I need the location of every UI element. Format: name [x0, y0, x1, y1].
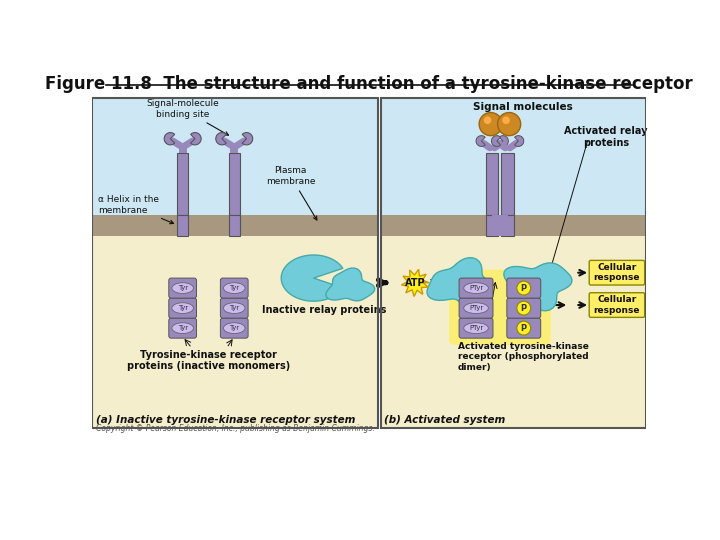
FancyBboxPatch shape — [168, 318, 197, 338]
Ellipse shape — [464, 303, 488, 314]
Bar — [92, 98, 378, 215]
Bar — [177, 153, 188, 215]
Circle shape — [517, 281, 531, 295]
Wedge shape — [191, 132, 201, 145]
FancyBboxPatch shape — [168, 298, 197, 318]
FancyBboxPatch shape — [459, 298, 493, 318]
Circle shape — [498, 112, 521, 136]
Circle shape — [503, 117, 510, 124]
Bar — [486, 153, 498, 215]
Bar — [492, 215, 508, 236]
Wedge shape — [492, 136, 500, 146]
Ellipse shape — [223, 283, 245, 294]
FancyArrowPatch shape — [237, 141, 244, 146]
Bar — [177, 215, 188, 236]
Text: ATP: ATP — [405, 278, 426, 288]
Text: Tyr: Tyr — [229, 285, 239, 291]
Text: ADP: ADP — [441, 273, 459, 282]
FancyArrowPatch shape — [495, 144, 500, 148]
Circle shape — [484, 117, 492, 124]
Text: Inactive relay proteins: Inactive relay proteins — [262, 305, 387, 315]
Text: Signal molecules: Signal molecules — [473, 102, 573, 112]
Text: Tyr: Tyr — [178, 305, 188, 311]
Ellipse shape — [464, 283, 488, 294]
FancyBboxPatch shape — [589, 293, 644, 318]
Wedge shape — [242, 132, 253, 145]
Text: Plasma
membrane: Plasma membrane — [266, 166, 317, 220]
Wedge shape — [476, 136, 485, 146]
Wedge shape — [499, 136, 508, 146]
Bar — [229, 153, 240, 215]
Text: α Helix in the
membrane: α Helix in the membrane — [98, 195, 174, 224]
Bar — [230, 146, 238, 153]
Text: (b) Activated system: (b) Activated system — [384, 415, 505, 425]
Text: Signal-molecule
binding site: Signal-molecule binding site — [146, 99, 228, 135]
FancyArrowPatch shape — [510, 144, 516, 148]
Bar — [179, 146, 186, 153]
Wedge shape — [164, 132, 175, 145]
Polygon shape — [427, 258, 492, 308]
Bar — [381, 98, 647, 428]
FancyBboxPatch shape — [507, 318, 541, 338]
FancyBboxPatch shape — [459, 278, 493, 298]
FancyBboxPatch shape — [589, 260, 644, 285]
FancyArrowPatch shape — [185, 141, 193, 146]
Bar — [92, 215, 378, 236]
Polygon shape — [402, 269, 429, 296]
Bar — [381, 98, 647, 215]
Ellipse shape — [172, 303, 194, 314]
Wedge shape — [216, 132, 226, 145]
Circle shape — [517, 321, 531, 335]
FancyBboxPatch shape — [220, 318, 248, 338]
Text: Tyr: Tyr — [229, 305, 239, 311]
Wedge shape — [515, 136, 523, 146]
Text: P: P — [521, 284, 527, 293]
Text: Tyr: Tyr — [229, 325, 239, 331]
Text: Figure 11.8  The structure and function of a tyrosine-kinase receptor: Figure 11.8 The structure and function o… — [45, 75, 693, 93]
Text: Cellular
response: Cellular response — [594, 263, 640, 282]
Text: P: P — [521, 323, 527, 333]
Text: Cellular
response: Cellular response — [594, 295, 640, 315]
FancyBboxPatch shape — [168, 278, 197, 298]
Ellipse shape — [464, 323, 488, 334]
FancyArrowPatch shape — [225, 141, 232, 146]
Text: Tyr: Tyr — [178, 325, 188, 331]
Text: P: P — [521, 303, 527, 313]
Bar — [501, 215, 514, 236]
FancyArrowPatch shape — [484, 144, 490, 148]
FancyBboxPatch shape — [220, 278, 248, 298]
Circle shape — [479, 112, 503, 136]
Text: Copyright © Pearson Education, Inc., publishing as Benjamin Cummings.: Copyright © Pearson Education, Inc., pub… — [96, 424, 374, 433]
FancyBboxPatch shape — [507, 278, 541, 298]
Circle shape — [517, 301, 531, 315]
Text: PTyr: PTyr — [469, 285, 483, 291]
FancyBboxPatch shape — [507, 298, 541, 318]
Bar — [381, 236, 647, 428]
Text: PTyr: PTyr — [469, 305, 483, 311]
Ellipse shape — [172, 283, 194, 294]
Text: Activated relay
proteins: Activated relay proteins — [564, 126, 648, 148]
Text: (a) Inactive tyrosine-kinase receptor system: (a) Inactive tyrosine-kinase receptor sy… — [96, 415, 355, 425]
Ellipse shape — [223, 323, 245, 334]
FancyBboxPatch shape — [449, 269, 551, 345]
Text: Tyr: Tyr — [178, 285, 188, 291]
Ellipse shape — [172, 323, 194, 334]
Polygon shape — [504, 263, 572, 311]
Ellipse shape — [223, 303, 245, 314]
Bar — [501, 153, 514, 215]
Polygon shape — [282, 255, 343, 301]
FancyBboxPatch shape — [220, 298, 248, 318]
FancyBboxPatch shape — [459, 318, 493, 338]
Text: PTyr: PTyr — [469, 325, 483, 331]
Text: Activated tyrosine-kinase
receptor (phosphorylated
dimer): Activated tyrosine-kinase receptor (phos… — [457, 342, 588, 372]
FancyArrowPatch shape — [499, 144, 505, 148]
FancyArrowPatch shape — [173, 141, 180, 146]
Bar — [381, 215, 647, 236]
Bar — [92, 236, 378, 428]
Bar — [229, 215, 240, 236]
Polygon shape — [326, 268, 374, 301]
Text: Tyrosine-kinase receptor
proteins (inactive monomers): Tyrosine-kinase receptor proteins (inact… — [127, 350, 290, 372]
Bar — [92, 98, 378, 428]
Bar — [486, 215, 498, 236]
